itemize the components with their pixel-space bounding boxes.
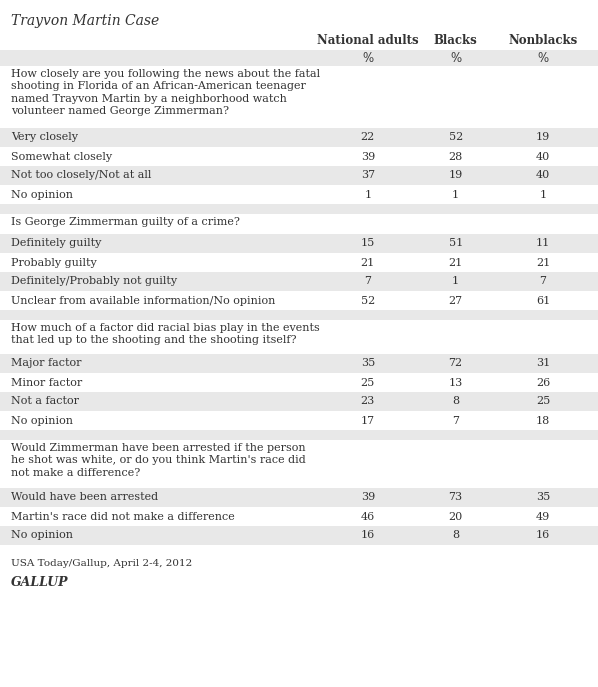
Bar (0, 526, 598, 545)
Bar (0, 354, 598, 373)
Bar (0, 488, 598, 507)
Bar (0, 310, 598, 320)
Text: 39: 39 (361, 493, 375, 502)
Text: 15: 15 (361, 238, 375, 249)
Text: Is George Zimmerman guilty of a crime?: Is George Zimmerman guilty of a crime? (11, 217, 240, 227)
Text: 27: 27 (448, 295, 463, 306)
Bar (0, 204, 598, 214)
Text: 51: 51 (448, 238, 463, 249)
Text: 7: 7 (364, 276, 371, 286)
Text: 21: 21 (448, 258, 463, 267)
Text: 49: 49 (536, 512, 550, 521)
Text: 52: 52 (361, 295, 375, 306)
Text: 19: 19 (448, 170, 463, 181)
Text: 52: 52 (448, 133, 463, 142)
Bar (0, 128, 598, 147)
Bar (0, 430, 598, 440)
Text: 17: 17 (361, 416, 375, 425)
Text: Not too closely/Not at all: Not too closely/Not at all (11, 170, 151, 181)
Text: Not a factor: Not a factor (11, 396, 79, 407)
Text: How much of a factor did racial bias play in the events
that led up to the shoot: How much of a factor did racial bias pla… (11, 323, 319, 346)
Text: 46: 46 (361, 512, 375, 521)
Text: 61: 61 (536, 295, 550, 306)
Text: %: % (450, 52, 461, 65)
Text: 28: 28 (448, 152, 463, 161)
Text: Would have been arrested: Would have been arrested (11, 493, 158, 502)
Text: 20: 20 (448, 512, 463, 521)
Text: 16: 16 (361, 530, 375, 541)
Text: 1: 1 (452, 276, 459, 286)
Text: 1: 1 (452, 190, 459, 199)
Text: 21: 21 (536, 258, 550, 267)
Text: 26: 26 (536, 377, 550, 387)
Text: 8: 8 (452, 396, 459, 407)
Text: Major factor: Major factor (11, 359, 81, 368)
Bar (0, 50, 598, 66)
Text: How closely are you following the news about the fatal
shooting in Florida of an: How closely are you following the news a… (11, 69, 320, 116)
Text: 13: 13 (448, 377, 463, 387)
Text: 40: 40 (536, 170, 550, 181)
Text: 37: 37 (361, 170, 375, 181)
Text: 35: 35 (361, 359, 375, 368)
Text: 21: 21 (361, 258, 375, 267)
Text: No opinion: No opinion (11, 190, 73, 199)
Text: Nonblacks: Nonblacks (508, 34, 578, 47)
Text: Somewhat closely: Somewhat closely (11, 152, 112, 161)
Text: 39: 39 (361, 152, 375, 161)
Bar (0, 234, 598, 253)
Text: 7: 7 (539, 276, 547, 286)
Text: Would Zimmerman have been arrested if the person
he shot was white, or do you th: Would Zimmerman have been arrested if th… (11, 443, 306, 477)
Text: 19: 19 (536, 133, 550, 142)
Text: Minor factor: Minor factor (11, 377, 82, 387)
Text: No opinion: No opinion (11, 416, 73, 425)
Text: 18: 18 (536, 416, 550, 425)
Text: 11: 11 (536, 238, 550, 249)
Text: GALLUP: GALLUP (11, 576, 68, 589)
Text: No opinion: No opinion (11, 530, 73, 541)
Text: 23: 23 (361, 396, 375, 407)
Text: Definitely guilty: Definitely guilty (11, 238, 101, 249)
Bar (0, 166, 598, 185)
Text: %: % (362, 52, 373, 65)
Text: 1: 1 (364, 190, 371, 199)
Text: Probably guilty: Probably guilty (11, 258, 96, 267)
Text: 73: 73 (448, 493, 463, 502)
Text: 31: 31 (536, 359, 550, 368)
Bar (0, 392, 598, 411)
Text: 25: 25 (536, 396, 550, 407)
Text: USA Today/Gallup, April 2-4, 2012: USA Today/Gallup, April 2-4, 2012 (11, 559, 192, 567)
Text: Unclear from available information/No opinion: Unclear from available information/No op… (11, 295, 275, 306)
Text: 16: 16 (536, 530, 550, 541)
Text: 40: 40 (536, 152, 550, 161)
Text: 22: 22 (361, 133, 375, 142)
Text: 1: 1 (539, 190, 547, 199)
Bar (0, 272, 598, 291)
Text: Definitely/Probably not guilty: Definitely/Probably not guilty (11, 276, 177, 286)
Text: 7: 7 (452, 416, 459, 425)
Text: 35: 35 (536, 493, 550, 502)
Text: 25: 25 (361, 377, 375, 387)
Text: Martin's race did not make a difference: Martin's race did not make a difference (11, 512, 234, 521)
Text: 8: 8 (452, 530, 459, 541)
Text: Blacks: Blacks (434, 34, 478, 47)
Text: Trayvon Martin Case: Trayvon Martin Case (11, 14, 159, 28)
Text: 72: 72 (448, 359, 463, 368)
Text: National adults: National adults (317, 34, 419, 47)
Text: %: % (538, 52, 548, 65)
Text: Very closely: Very closely (11, 133, 78, 142)
